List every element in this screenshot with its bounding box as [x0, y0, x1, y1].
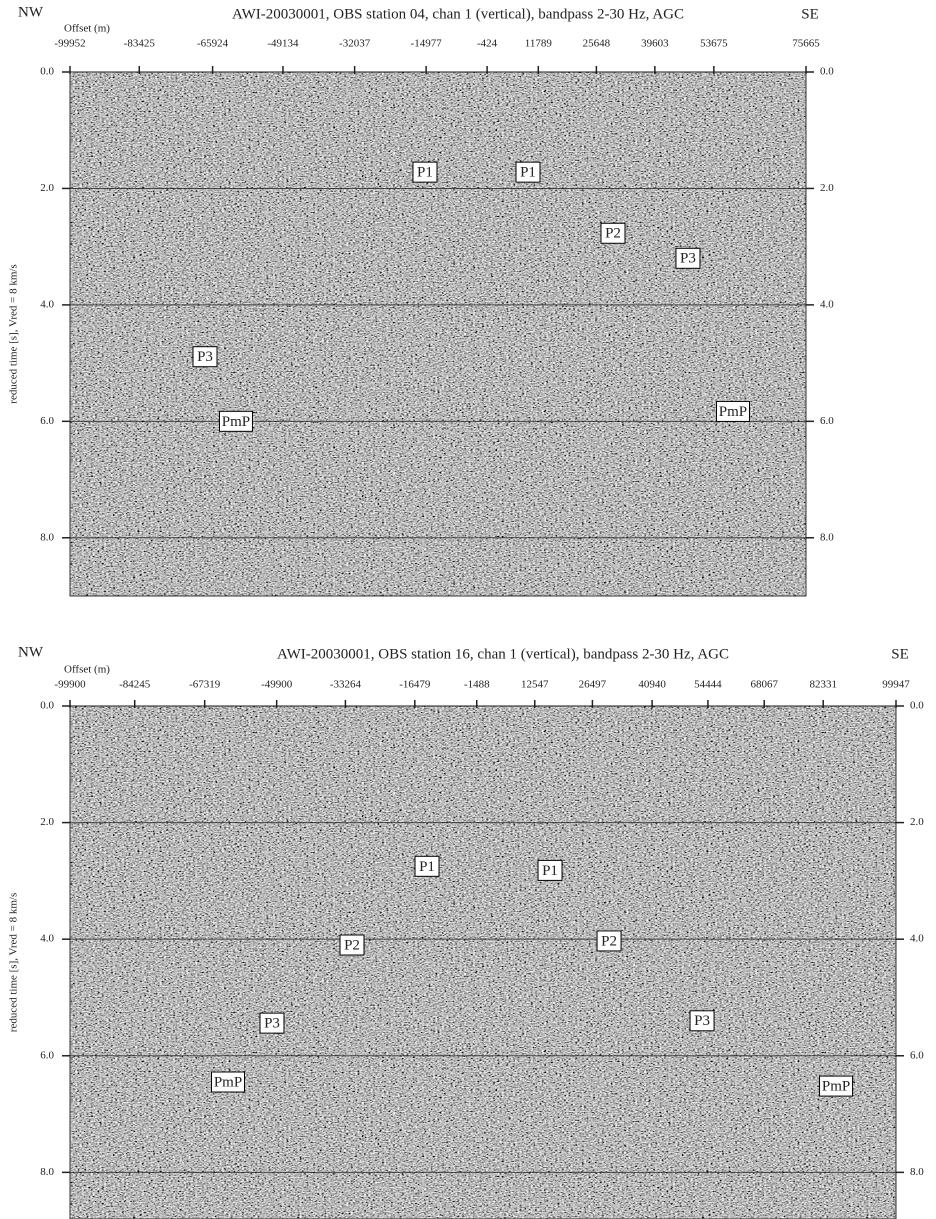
x-tick-label: -14977 — [411, 38, 443, 50]
x-tick-label: 39603 — [641, 38, 669, 50]
phase-label-box — [515, 161, 541, 183]
x-tick-label: 68067 — [750, 679, 778, 691]
chart-title: AWI-20030001, OBS station 16, chan 1 (ve… — [277, 646, 729, 662]
x-tick-label: 11789 — [525, 38, 553, 50]
x-tick-label: 75665 — [792, 38, 820, 50]
y-tick-label: 4.0 — [40, 933, 54, 945]
y-tick-label-right: 0.0 — [910, 700, 924, 712]
y-tick-label: 8.0 — [40, 1166, 54, 1178]
phase-label: P1 — [520, 165, 536, 181]
x-tick-label: 25648 — [583, 38, 611, 50]
phase-label: P3 — [264, 1016, 280, 1032]
x-tick-label: 54444 — [694, 679, 722, 691]
phase-label-box — [600, 222, 626, 244]
phase-label: PmP — [719, 404, 747, 420]
phase-label: P3 — [694, 1013, 710, 1029]
y-tick-label-right: 8.0 — [820, 531, 834, 543]
phase-label-box — [218, 410, 253, 432]
x-tick-label: 40940 — [638, 679, 666, 691]
x-tick-label: -65924 — [197, 38, 229, 50]
y-tick-label: 6.0 — [40, 1049, 54, 1061]
phase-label-box — [339, 934, 365, 956]
phase-label: P3 — [197, 349, 213, 365]
x-tick-label: 12547 — [521, 679, 549, 691]
y-tick-label: 4.0 — [40, 298, 54, 310]
chart-title: AWI-20030001, OBS station 04, chan 1 (ve… — [232, 6, 684, 22]
phase-label: PmP — [222, 414, 250, 430]
y-tick-label-right: 0.0 — [820, 66, 834, 78]
x-tick-label: -84245 — [119, 679, 151, 691]
phase-label-box — [689, 1010, 715, 1032]
x-tick-label: -16479 — [399, 679, 431, 691]
phase-label: P1 — [419, 859, 435, 875]
y-tick-label-right: 4.0 — [820, 298, 834, 310]
x-tick-label: -33264 — [330, 679, 362, 691]
y-tick-label-right: 2.0 — [820, 182, 834, 194]
y-tick-label-right: 8.0 — [910, 1166, 924, 1178]
right-direction: SE — [891, 646, 909, 662]
x-tick-label: 82331 — [809, 679, 837, 691]
phase-label-box — [414, 855, 440, 877]
phase-label: P2 — [344, 937, 360, 953]
phase-label-box — [537, 859, 563, 881]
x-tick-label: -49134 — [267, 38, 299, 50]
x-tick-label: -83425 — [124, 38, 156, 50]
phase-label: P1 — [417, 165, 433, 181]
y-tick-label-right: 2.0 — [910, 816, 924, 828]
phase-label-box — [819, 1075, 854, 1097]
y-tick-label: 8.0 — [40, 531, 54, 543]
y-tick-label: 2.0 — [40, 182, 54, 194]
x-tick-label: -1488 — [464, 679, 490, 691]
x-tick-label: -67319 — [189, 679, 221, 691]
y-tick-label: 0.0 — [40, 66, 54, 78]
y-axis-label: reduced time [s], Vred = 8 km/s — [8, 893, 20, 1032]
phase-label-box — [596, 930, 622, 952]
y-tick-label: 0.0 — [40, 700, 54, 712]
right-direction: SE — [801, 6, 819, 22]
phase-label-box — [715, 400, 750, 422]
y-tick-label: 6.0 — [40, 415, 54, 427]
x-tick-label: -424 — [477, 38, 498, 50]
x-axis-label: Offset (m) — [64, 664, 110, 676]
seismic-section — [70, 706, 896, 1219]
y-axis-label: reduced time [s], Vred = 8 km/s — [8, 264, 20, 403]
phase-label: PmP — [822, 1079, 850, 1095]
x-tick-label: -99952 — [54, 38, 85, 50]
phase-label: PmP — [214, 1074, 242, 1090]
x-tick-label: -49900 — [261, 679, 293, 691]
y-tick-label: 2.0 — [40, 816, 54, 828]
phase-label-box — [675, 247, 701, 269]
x-tick-label: -99900 — [54, 679, 86, 691]
y-tick-label-right: 6.0 — [910, 1049, 924, 1061]
seismic-section — [70, 72, 806, 596]
phase-label: P2 — [601, 933, 617, 949]
phase-label: P3 — [680, 251, 696, 267]
phase-label-box — [259, 1012, 285, 1034]
phase-label: P2 — [605, 226, 621, 242]
left-direction: NW — [18, 4, 44, 20]
x-axis-label: Offset (m) — [64, 23, 110, 35]
x-tick-label: 53675 — [700, 38, 728, 50]
y-tick-label-right: 4.0 — [910, 933, 924, 945]
phase-label-box — [192, 346, 218, 368]
phase-label: P1 — [542, 863, 558, 879]
phase-label-box — [211, 1071, 246, 1093]
x-tick-label: 99947 — [882, 679, 910, 691]
x-tick-label: 26497 — [579, 679, 607, 691]
phase-label-box — [412, 161, 438, 183]
left-direction: NW — [18, 644, 44, 660]
x-tick-label: -32037 — [339, 38, 371, 50]
y-tick-label-right: 6.0 — [820, 415, 834, 427]
